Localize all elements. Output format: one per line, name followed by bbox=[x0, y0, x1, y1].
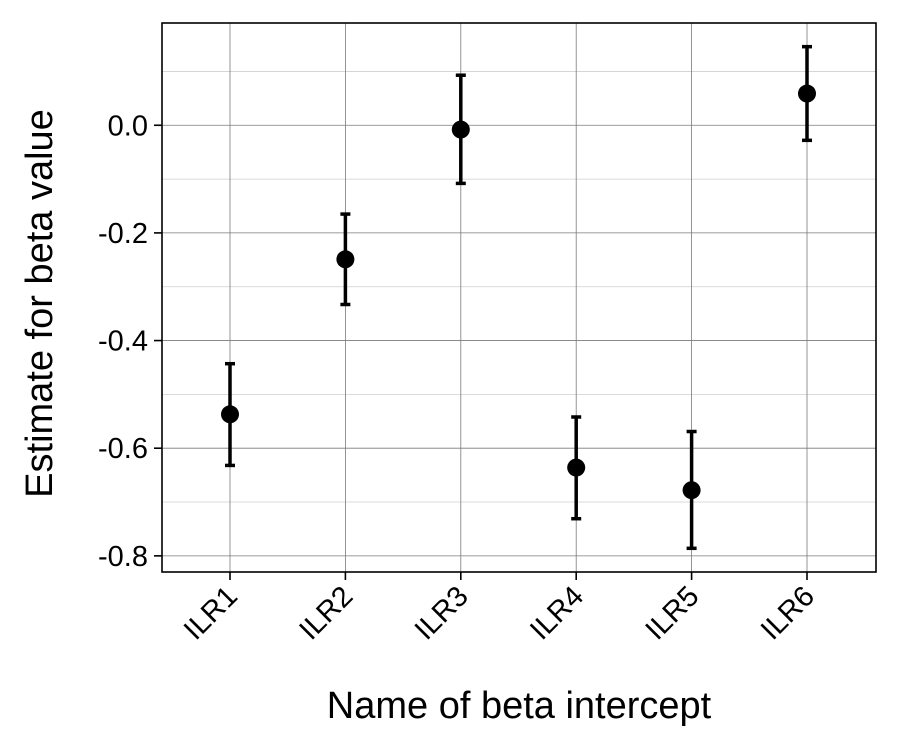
data-point bbox=[336, 250, 355, 269]
y-tick-label: -0.4 bbox=[98, 326, 148, 358]
x-tick-label: ILR6 bbox=[755, 580, 821, 646]
y-tick-label: -0.2 bbox=[98, 218, 148, 250]
grid-layer bbox=[162, 23, 876, 572]
x-tick-label: ILR2 bbox=[293, 580, 359, 646]
y-axis-title: Estimate for beta value bbox=[19, 109, 61, 498]
x-tick-label: ILR3 bbox=[409, 580, 475, 646]
data-point bbox=[221, 405, 239, 424]
x-axis-title: Name of beta intercept bbox=[327, 685, 712, 727]
y-tick-label: -0.8 bbox=[98, 541, 148, 573]
y-tick-label: -0.6 bbox=[98, 433, 148, 465]
marks-layer bbox=[221, 44, 816, 551]
x-tick-label: ILR1 bbox=[178, 580, 244, 646]
data-point bbox=[798, 84, 816, 103]
data-point bbox=[567, 458, 586, 477]
x-tick-label: ILR4 bbox=[524, 580, 590, 646]
x-tick-label: ILR5 bbox=[640, 580, 706, 646]
y-axis: -0.8 -0.6 -0.4 -0.2 0.0 bbox=[98, 110, 162, 573]
plot-frame bbox=[161, 22, 877, 573]
data-point bbox=[682, 481, 701, 500]
x-axis: ILR1 ILR2 ILR3 ILR4 ILR5 ILR6 bbox=[178, 572, 821, 646]
y-tick-label: 0.0 bbox=[108, 110, 148, 142]
data-point bbox=[451, 120, 470, 139]
